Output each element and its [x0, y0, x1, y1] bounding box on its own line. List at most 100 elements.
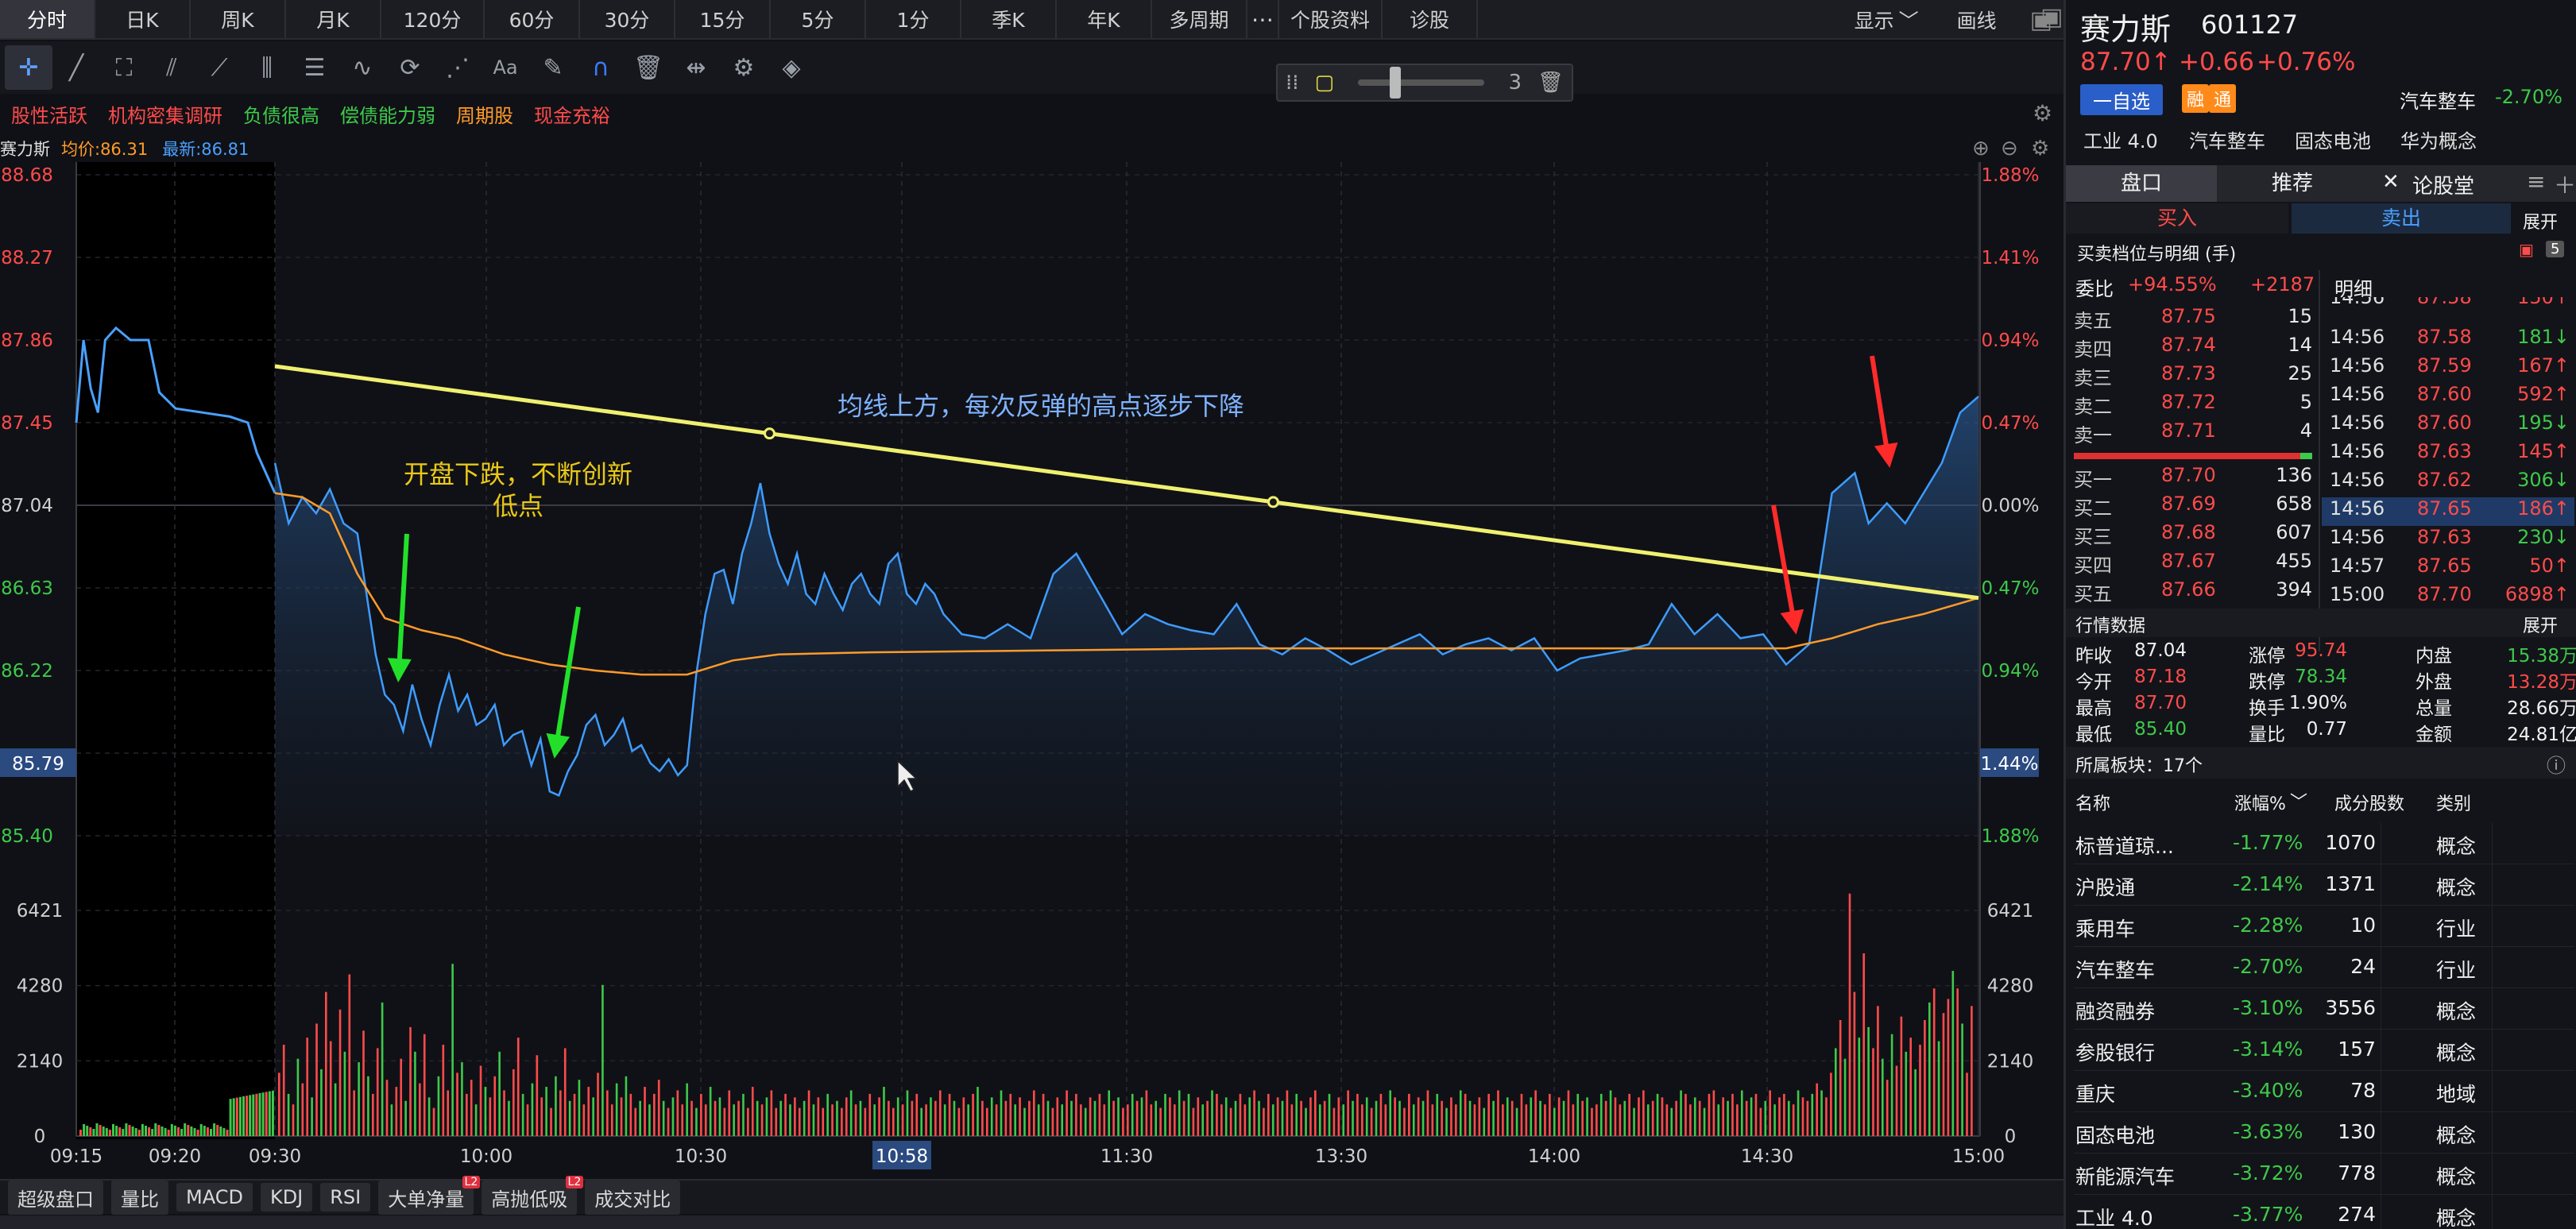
- tab-timeframe-1[interactable]: 日K: [95, 0, 191, 38]
- add-tab-icon[interactable]: ＋: [2554, 172, 2576, 199]
- pattern-tool-icon[interactable]: ⟋: [211, 53, 228, 82]
- sector-row[interactable]: 重庆 -3.40% 78 地域: [2074, 1071, 2574, 1112]
- sector-row[interactable]: 沪股通 -2.14% 1371 概念: [2074, 864, 2574, 906]
- tags-gear-icon[interactable]: ⚙: [2033, 100, 2053, 126]
- tab-pankou[interactable]: 盘口: [2066, 165, 2217, 202]
- indicator-tab-7[interactable]: 成交对比: [585, 1180, 681, 1215]
- lock-icon[interactable]: ▢: [1314, 71, 1335, 95]
- stock-tag[interactable]: 负债很高: [243, 104, 319, 127]
- tab-menu-icon[interactable]: ≡: [2527, 168, 2546, 195]
- fibonacci-tool-icon[interactable]: ☰: [304, 53, 326, 82]
- sector-row[interactable]: 融资融券 -3.10% 3556 概念: [2074, 988, 2574, 1030]
- indicator-tab-3[interactable]: KDJ: [260, 1183, 313, 1212]
- indicator-tab-1[interactable]: 量比: [111, 1180, 168, 1215]
- stock-tag[interactable]: 偿债能力弱: [340, 104, 435, 127]
- crosshair-icon[interactable]: ✛: [5, 45, 52, 90]
- sell-button[interactable]: 卖出: [2292, 203, 2511, 234]
- concept-chip[interactable]: 固态电池: [2295, 130, 2371, 153]
- stock-tag[interactable]: 周期股: [456, 104, 513, 127]
- indicator-tab-2[interactable]: MACD: [176, 1183, 253, 1212]
- market-expand[interactable]: 展开: [2523, 616, 2559, 636]
- zoom-in-icon[interactable]: ⊕: [1972, 137, 1990, 160]
- panel-window-icon[interactable]: ▣: [2040, 3, 2064, 31]
- tab-forum[interactable]: 论股堂: [2412, 175, 2475, 199]
- indicator-tab-5[interactable]: 大单净量 L2: [378, 1175, 481, 1215]
- concept-chip[interactable]: 华为概念: [2400, 130, 2477, 153]
- ask-row[interactable]: 卖二 87.72 5: [2074, 391, 2312, 419]
- add-watchlist-button[interactable]: 一自选: [2080, 84, 2163, 115]
- concept-chip[interactable]: 工业 4.0: [2083, 130, 2158, 153]
- magnet-icon[interactable]: ∩: [592, 53, 609, 82]
- ask-row[interactable]: 卖四 87.74 14: [2074, 334, 2312, 362]
- zoom-out-icon[interactable]: ⊖: [2001, 137, 2018, 160]
- trash-icon[interactable]: 🗑: [632, 53, 664, 82]
- parallel-tool-icon[interactable]: ⫼: [261, 53, 273, 82]
- cycle-tool-icon[interactable]: ⟳: [400, 53, 420, 82]
- sort-caret-icon[interactable]: ﹀: [2290, 793, 2308, 813]
- concept-chip[interactable]: 汽车整车: [2189, 130, 2265, 153]
- indicator-tab-0[interactable]: 超级盘口: [8, 1180, 103, 1215]
- stock-tag[interactable]: 机构密集调研: [108, 104, 222, 127]
- move-icon[interactable]: ⇹: [686, 53, 706, 82]
- sector-row[interactable]: 标普道琼... -1.77% 1070 概念: [2074, 823, 2574, 864]
- bid-row[interactable]: 买四 87.67 455: [2074, 550, 2312, 578]
- zoom-slider-knob[interactable]: [1390, 67, 1402, 99]
- tab-timeframe-3[interactable]: 月K: [286, 0, 381, 38]
- buysell-expand[interactable]: 展开: [2523, 213, 2559, 233]
- trend-point-2[interactable]: [1267, 496, 1279, 508]
- orderbook-count-badge[interactable]: 5: [2546, 241, 2565, 257]
- bid-row[interactable]: 买五 87.66 394: [2074, 578, 2312, 607]
- ask-row[interactable]: 卖三 87.73 25: [2074, 362, 2312, 391]
- tab-timeframe-15[interactable]: 诊股: [1383, 0, 1478, 38]
- tab-timeframe-14[interactable]: 个股资料: [1279, 0, 1383, 38]
- drag-handle-icon[interactable]: ⁞⁞: [1286, 71, 1299, 95]
- delete-drawing-icon[interactable]: 🗑: [1537, 71, 1564, 95]
- trend-line[interactable]: [274, 364, 1979, 601]
- zoom-slider[interactable]: [1358, 67, 1485, 99]
- tab-timeframe-12[interactable]: 多周期: [1152, 0, 1247, 38]
- display-caret-icon[interactable]: ﹀: [1898, 10, 1919, 33]
- tab-timeframe-0[interactable]: 分时: [0, 0, 95, 38]
- tab-timeframe-11[interactable]: 年K: [1057, 0, 1152, 38]
- tab-timeframe-4[interactable]: 120分: [381, 0, 485, 38]
- eraser-icon[interactable]: ✎: [543, 53, 563, 82]
- sector-row[interactable]: 汽车整车 -2.70% 24 行业: [2074, 947, 2574, 988]
- intraday-chart[interactable]: 88.68 88.27 87.86 87.45 87.04 86.63 86.22 85.40…: [0, 162, 2064, 1195]
- stock-tag[interactable]: 现金充裕: [534, 104, 610, 127]
- ask-row[interactable]: 卖五 87.75 15: [2074, 305, 2312, 334]
- chart-gear-icon[interactable]: ⚙: [2031, 137, 2050, 160]
- fan-tool-icon[interactable]: ⫽: [166, 53, 177, 82]
- indicator-tab-6[interactable]: 高抛低吸 L2: [482, 1175, 584, 1215]
- buy-button[interactable]: 买入: [2066, 203, 2288, 234]
- orderbook-option-icon[interactable]: ▣: [2519, 240, 2534, 259]
- indicator-tab-4[interactable]: RSI: [320, 1183, 371, 1212]
- line-tool-icon[interactable]: ╱: [68, 53, 84, 82]
- tab-timeframe-13[interactable]: ⋯: [1247, 0, 1279, 38]
- tab-timeframe-7[interactable]: 15分: [675, 0, 771, 38]
- bid-row[interactable]: 买三 87.68 607: [2074, 521, 2312, 550]
- sector-row[interactable]: 工业 4.0 -3.77% 274 概念: [2074, 1195, 2574, 1229]
- sector-row[interactable]: 乘用车 -2.28% 10 行业: [2074, 906, 2574, 947]
- sector-row[interactable]: 新能源汽车 -3.72% 778 概念: [2074, 1154, 2574, 1195]
- ask-row[interactable]: 卖一 87.71 4: [2074, 419, 2312, 448]
- crop-tool-icon[interactable]: ⛶: [115, 53, 133, 82]
- layers-icon[interactable]: ◈: [782, 53, 801, 82]
- gann-tool-icon[interactable]: ⋰: [446, 53, 470, 82]
- trend-point-1[interactable]: [763, 427, 776, 440]
- draw-line-button[interactable]: 画线: [1956, 10, 1997, 33]
- tab-recommend[interactable]: 推荐: [2271, 172, 2313, 195]
- tab-timeframe-10[interactable]: 季K: [961, 0, 1057, 38]
- display-menu[interactable]: 显示: [1854, 10, 1894, 33]
- tab-timeframe-6[interactable]: 30分: [580, 0, 675, 38]
- wave-tool-icon[interactable]: ∿: [352, 53, 373, 82]
- sector-row[interactable]: 固态电池 -3.63% 130 概念: [2074, 1112, 2574, 1154]
- tab-close-icon[interactable]: ✕: [2382, 170, 2400, 194]
- tab-timeframe-5[interactable]: 60分: [485, 0, 580, 38]
- panel-toggle-icon[interactable]: ▣: [2029, 6, 2052, 34]
- info-icon[interactable]: ⓘ: [2547, 755, 2566, 777]
- tab-timeframe-8[interactable]: 5分: [771, 0, 866, 38]
- bid-row[interactable]: 买一 87.70 136: [2074, 464, 2312, 493]
- text-tool-icon[interactable]: Aa: [493, 56, 518, 79]
- bid-row[interactable]: 买二 87.69 658: [2074, 493, 2312, 521]
- tab-timeframe-9[interactable]: 1分: [866, 0, 961, 38]
